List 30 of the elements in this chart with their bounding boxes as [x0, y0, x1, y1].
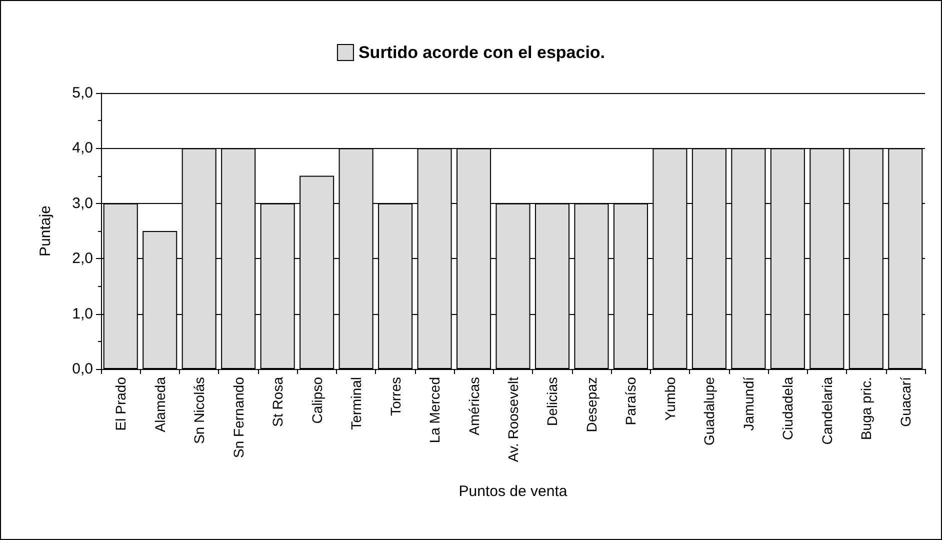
x-tick-label: Yumbo — [662, 376, 678, 421]
x-tick-label: Américas — [466, 377, 482, 436]
x-tick-label: Terminal — [348, 377, 364, 430]
x-tick-label: Paraíso — [622, 376, 639, 426]
x-tick-label: Alameda — [152, 376, 168, 432]
x-tick-label: Sn Nicolás — [191, 377, 208, 444]
x-tick-label: Desepaz — [583, 377, 600, 432]
x-tick-label: Torres — [387, 377, 404, 416]
x-tick-label: Delicias — [544, 377, 560, 426]
x-tick-label: St Rosa — [270, 376, 286, 427]
y-tick-label: 5,0 — [72, 84, 93, 102]
x-tick-label: Ciudadela — [780, 376, 796, 440]
x-tick-label: Candelaria — [818, 376, 835, 445]
x-tick-label: Calipso — [308, 376, 325, 424]
legend-label: Surtido acorde con el espacio. — [358, 43, 606, 62]
y-tick-label: 2,0 — [72, 250, 93, 268]
x-tick-label: Jamundí — [740, 376, 756, 431]
x-tick-label: El Prado — [112, 376, 129, 431]
x-tick-label: Sn Fernando — [230, 376, 246, 458]
y-tick-label: 0,0 — [72, 360, 93, 378]
y-tick-label: 1,0 — [72, 305, 93, 322]
y-axis-title: Puntaje — [37, 206, 54, 256]
y-tick-label: 3,0 — [72, 194, 93, 212]
y-tick-label: 4,0 — [72, 140, 93, 157]
x-tick-label: Av. Roosevelt — [505, 376, 521, 462]
x-tick-label: Guacarí — [897, 376, 914, 427]
x-tick-label: Buga pric. — [858, 377, 874, 440]
x-axis-title: Puntos de venta — [458, 483, 568, 500]
x-tick-label: Guadalupe — [701, 376, 718, 446]
x-tick-label: La Merced — [426, 377, 443, 444]
